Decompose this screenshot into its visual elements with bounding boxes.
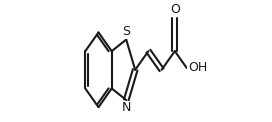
Text: N: N (122, 101, 131, 114)
Text: S: S (122, 25, 130, 38)
Text: OH: OH (188, 61, 207, 74)
Text: O: O (170, 3, 180, 16)
